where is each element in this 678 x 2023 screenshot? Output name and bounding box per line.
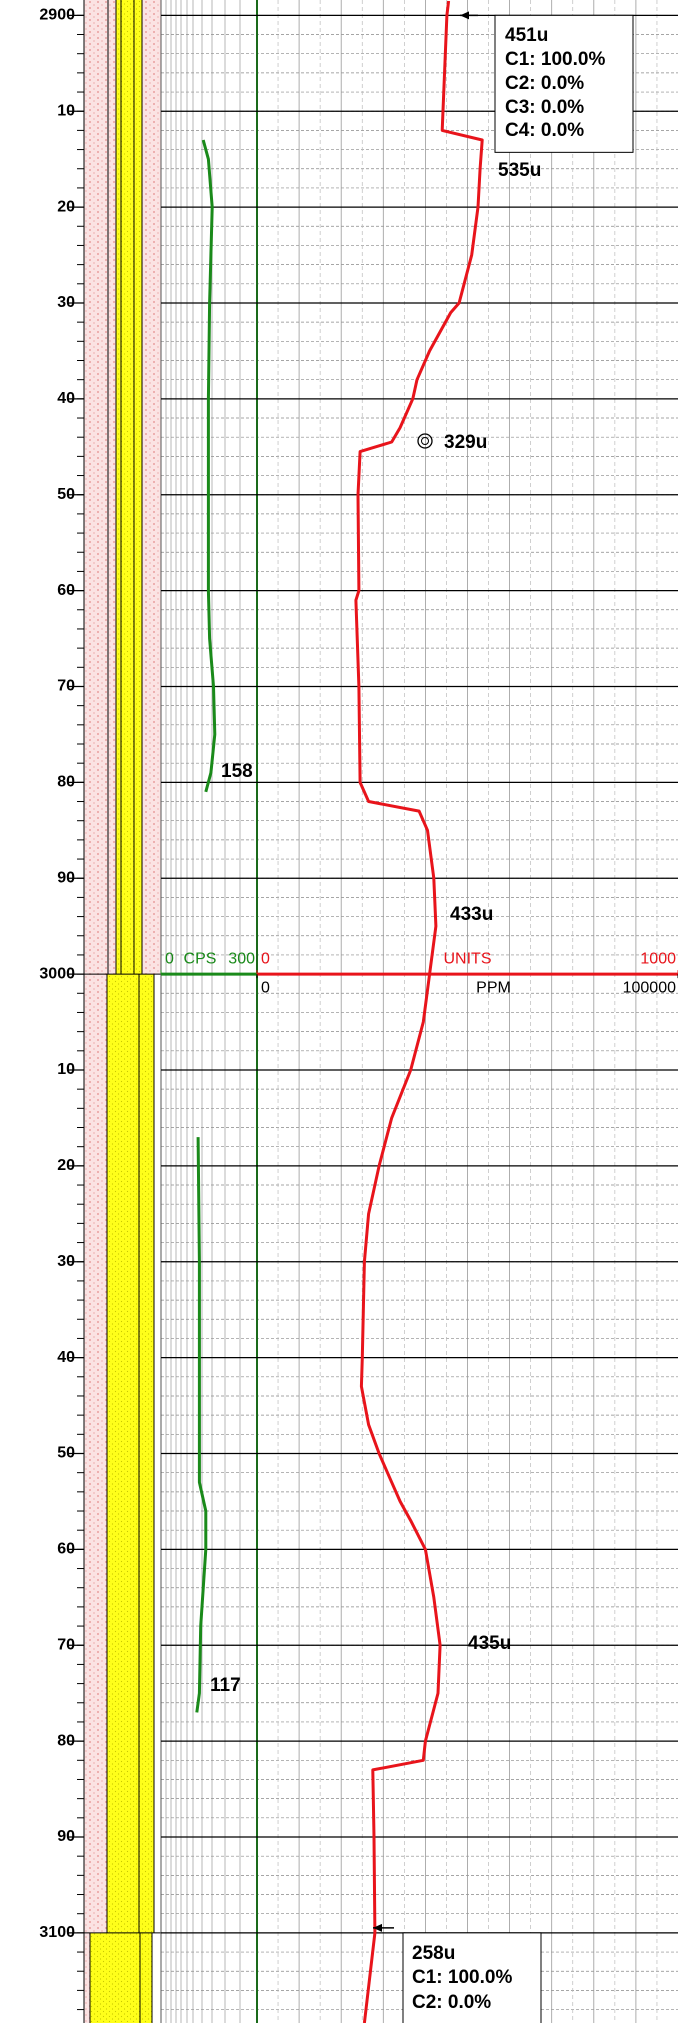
gas-annotation: 535u [498,160,541,181]
page: 2900102030405060708090300010203040506070… [0,0,678,2023]
curve [356,1,482,2023]
lith-sand [116,0,142,974]
pointer-head [460,11,469,19]
lith-sand [90,1933,152,2023]
gas-annotation: C2: 0.0% [412,1992,491,2013]
ppm-scale-label: 0 [261,979,270,996]
gas-annotation: C1: 100.0% [505,49,605,70]
lith-shale [84,974,107,1933]
gas-annotation: C1: 100.0% [412,1967,512,1988]
gas-annotation: 435u [468,1633,511,1654]
gas-annotation: 433u [450,904,493,925]
gas-annotation: 451u [505,25,548,46]
gr-scale-label: 0 [165,950,174,967]
gas-scale-label: 1000 [640,950,676,967]
gr-annotation: 158 [221,761,253,782]
gr-annotation: 117 [210,1675,241,1696]
gr-scale-label: 300 [228,950,255,967]
gr-unit: CPS [184,950,217,967]
gas-annotation: C4: 0.0% [505,120,584,141]
gas-annotation: 329u [444,432,487,453]
lith-sand [107,974,154,1933]
gas-annotation: C3: 0.0% [505,97,584,118]
ppm-unit: PPM [476,979,511,996]
gas-annotation: C2: 0.0% [505,73,584,94]
mud-log: 2900102030405060708090300010203040506070… [0,0,678,2023]
lith-shale [84,1933,90,2023]
gas-scale-label: 0 [261,950,270,967]
gas-unit: UNITS [444,950,492,967]
ppm-scale-label: 100000 [623,979,676,996]
gas-annotation: 258u [412,1943,455,1964]
